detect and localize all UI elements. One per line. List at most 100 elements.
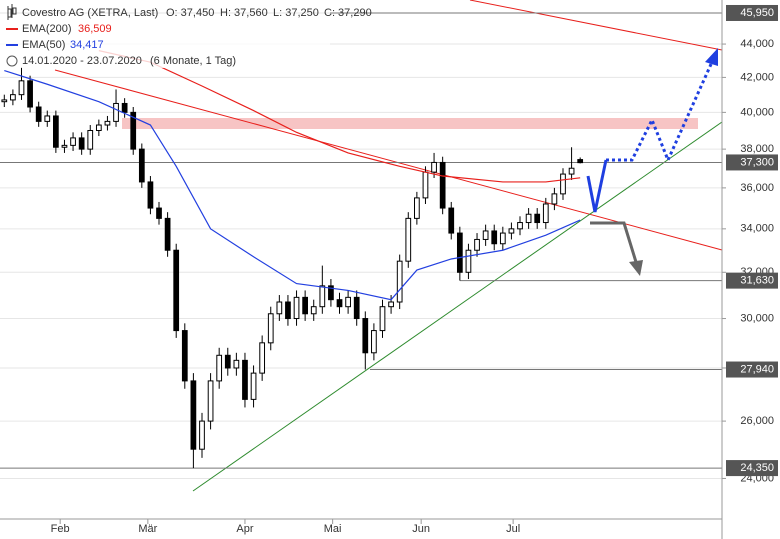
clock-icon [6, 55, 18, 67]
candle-body [310, 306, 317, 315]
forecast-arrow [606, 61, 714, 164]
candle-body [534, 213, 541, 224]
legend: Covestro AG (XETRA, Last) O: 37,450 H: 3… [0, 0, 372, 68]
candle-body [362, 318, 369, 354]
x-tick-label: Jul [506, 523, 520, 535]
candle-body [319, 285, 326, 308]
candle-body [113, 102, 119, 122]
trend-line [469, 0, 723, 51]
y-tick-label: 44,000 [740, 38, 774, 50]
y-tick-label: 42,000 [740, 71, 774, 83]
candle-body [431, 161, 437, 173]
candle-body [95, 124, 102, 132]
arrow-head [629, 260, 643, 276]
legend-title: Covestro AG (XETRA, Last) [22, 7, 158, 19]
candle-body [456, 232, 463, 273]
plot: 45,950 37,300 31,630 27,940 24,350 [0, 4, 778, 477]
candle-body [542, 203, 549, 224]
candle-body [10, 94, 16, 101]
ema-line [98, 50, 581, 183]
candle-body [560, 173, 566, 195]
candle-body [242, 359, 248, 400]
candle-body [250, 372, 257, 400]
candle-body [70, 137, 76, 146]
level-label: 31,630 [740, 275, 774, 287]
candle-body [1, 99, 8, 103]
alt-arrow [590, 221, 638, 263]
legend-entry: EMA(50) [22, 39, 65, 51]
grid: 24,00026,00028,00030,00032,00034,00036,0… [0, 38, 774, 535]
candle-body [474, 238, 480, 251]
forecast-arrow [586, 159, 608, 213]
x-tick-label: Mär [138, 523, 157, 535]
candle-body [61, 144, 68, 148]
candle-body [18, 80, 25, 96]
legend-stat: O: 37,450 [166, 7, 214, 19]
candle-body [156, 207, 162, 219]
legend-period: 14.01.2020 - 23.07.2020 [22, 55, 142, 67]
ema-line [4, 70, 581, 301]
candle-body [465, 249, 472, 273]
level-label: 45,950 [740, 7, 774, 19]
candle-body [104, 120, 111, 126]
candle-body [267, 313, 274, 344]
candle-body [181, 330, 188, 382]
level-box [726, 154, 778, 171]
candle-body [405, 217, 412, 262]
arrow-head [705, 48, 718, 66]
level-box [726, 4, 778, 21]
x-tick-label: Feb [51, 523, 70, 535]
candle-body [44, 115, 51, 122]
candle-body [121, 102, 128, 113]
legend-stat: H: 37,560 [220, 7, 268, 19]
candle-body [199, 420, 205, 450]
candle-body [173, 249, 180, 332]
candle-body [482, 230, 489, 240]
candle-body [276, 301, 283, 315]
x-tick-label: Apr [236, 523, 253, 535]
legend-value: 34,417 [70, 39, 104, 51]
resistance-zone [122, 118, 698, 129]
candle-body [422, 171, 429, 199]
candle-body [216, 354, 223, 382]
candle-body [414, 197, 420, 219]
legend-bg [0, 0, 330, 68]
candle-body [371, 330, 377, 354]
candle-body [388, 301, 394, 308]
candle-body [525, 213, 532, 224]
level-label: 27,940 [740, 363, 774, 375]
candle-body [233, 359, 240, 369]
level-box [726, 272, 778, 289]
candle-body [568, 167, 575, 175]
y-tick-label: 34,000 [740, 223, 774, 235]
candle-body [147, 181, 154, 209]
trend-line [54, 69, 723, 251]
candle-body [293, 296, 300, 320]
candle-body [138, 148, 145, 183]
candle-body [87, 130, 94, 150]
y-tick-label: 38,000 [740, 143, 774, 155]
candle-body [302, 296, 308, 315]
level-label: 24,350 [740, 462, 774, 474]
candle-body [285, 301, 291, 320]
candle-body [345, 296, 351, 308]
level-box [726, 361, 778, 378]
legend-value: 36,509 [78, 23, 112, 35]
level-label: 37,300 [740, 156, 774, 168]
level-box [726, 460, 778, 477]
support-line [192, 121, 723, 492]
candle-body [259, 342, 266, 374]
candle-body [517, 222, 523, 230]
candle-body [448, 207, 455, 234]
x-tick-label: Jun [412, 523, 430, 535]
legend-period-note: (6 Monate, 1 Tag) [150, 55, 236, 67]
legend-entry: EMA(200) [22, 23, 72, 35]
candle-body [508, 228, 515, 234]
candle-body [439, 161, 446, 209]
candle-body [396, 260, 403, 303]
candle-body [328, 285, 334, 301]
legend-stat: L: 37,250 [273, 7, 319, 19]
candle-body [53, 115, 59, 148]
y-tick-label: 36,000 [740, 182, 774, 194]
